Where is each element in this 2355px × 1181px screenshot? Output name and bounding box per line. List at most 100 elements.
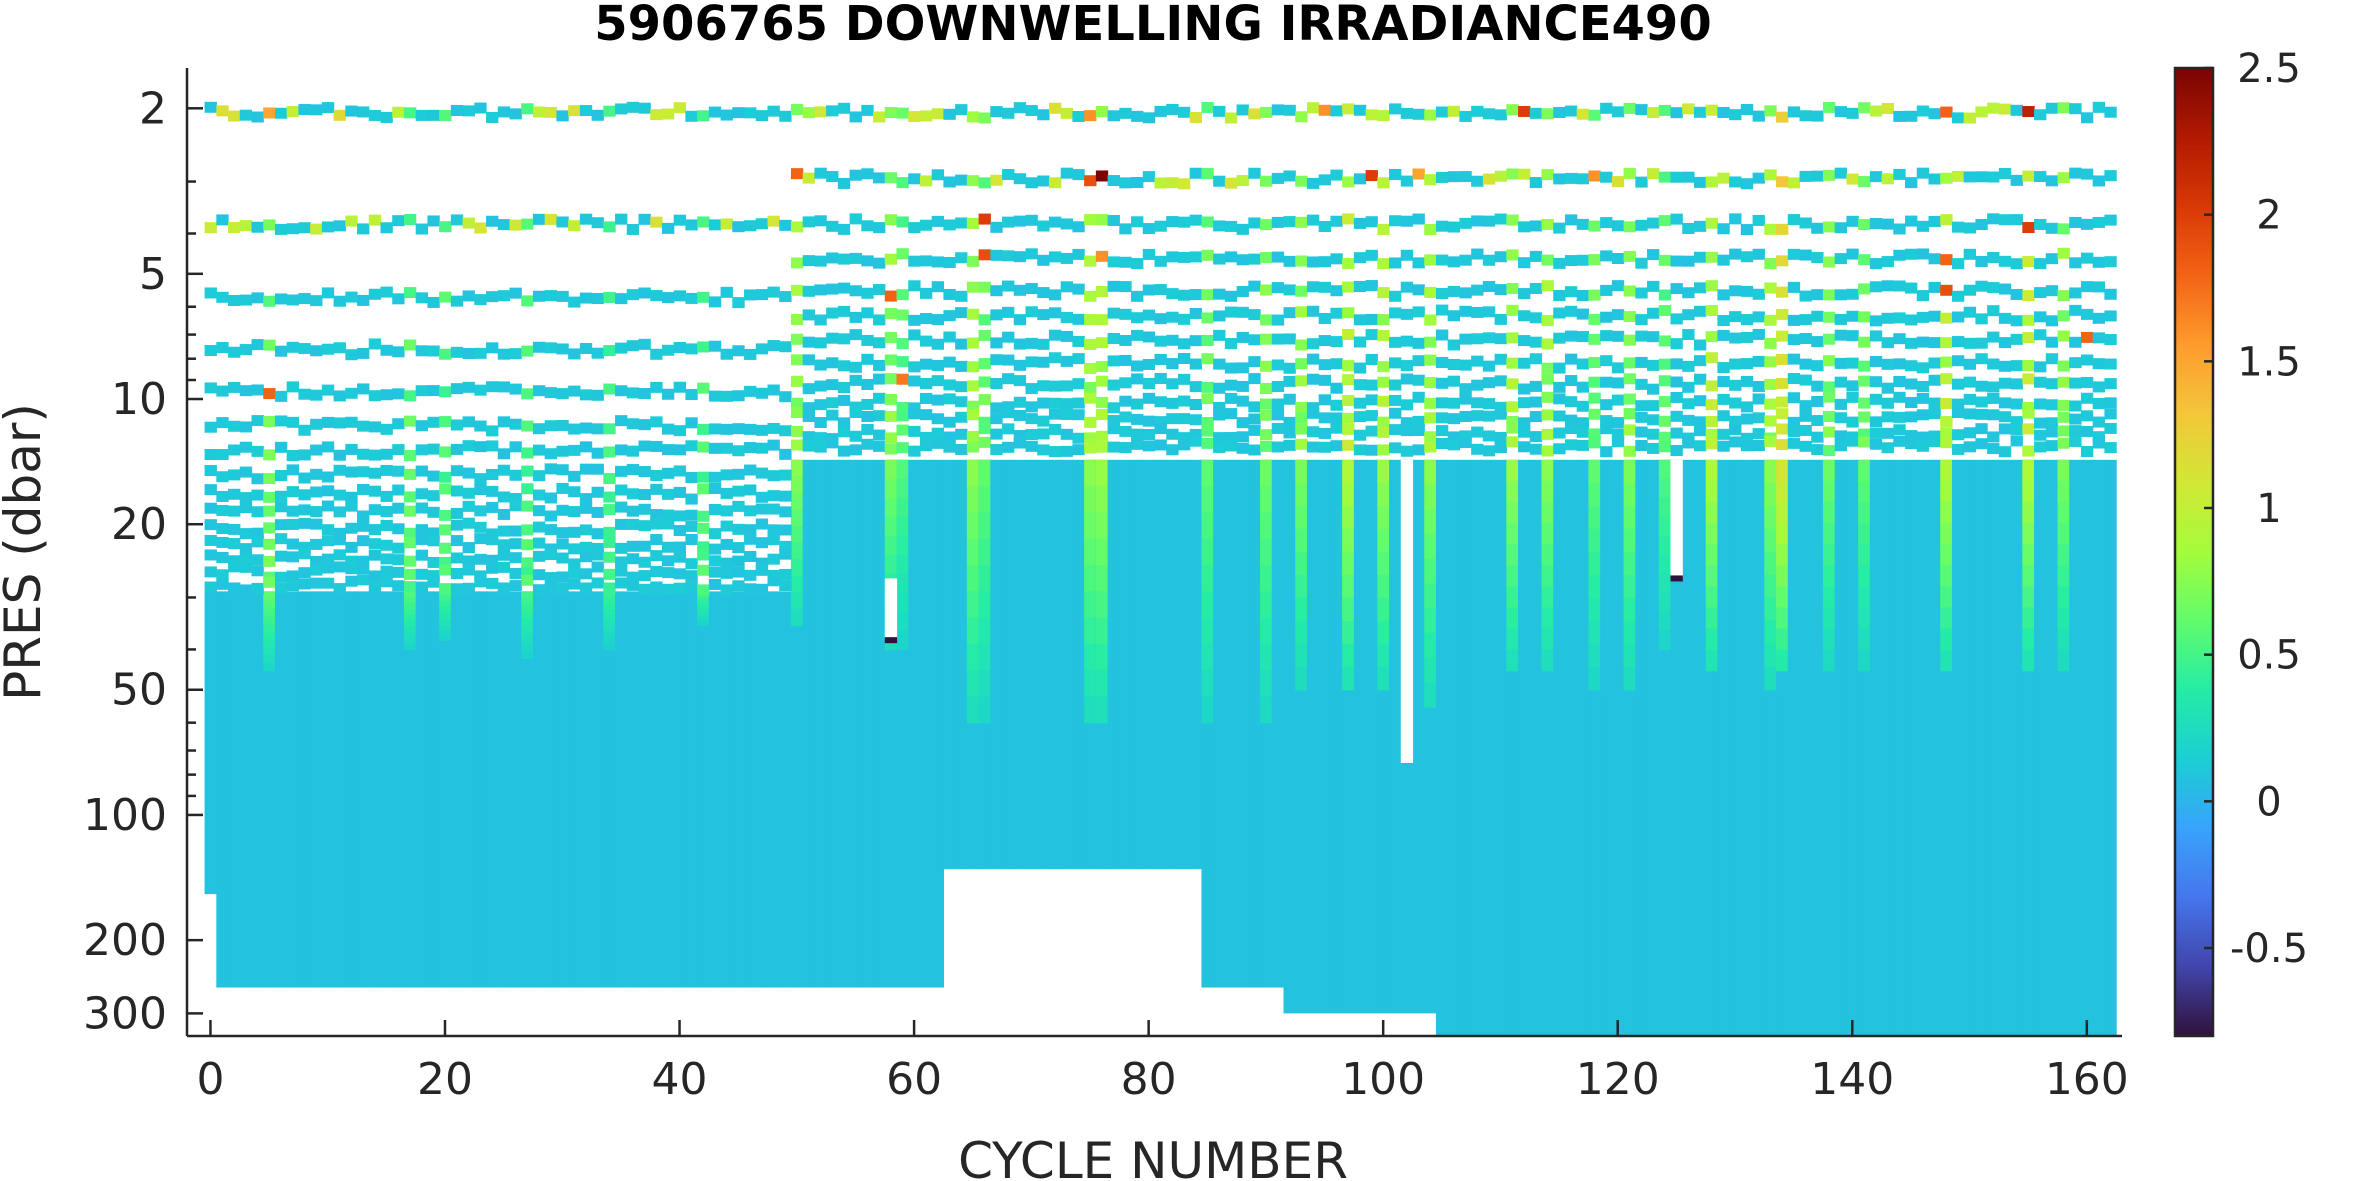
- surface-point: [1787, 392, 1801, 404]
- surface-point: [896, 107, 909, 119]
- surface-point: [1353, 362, 1367, 374]
- surface-point: [1482, 254, 1496, 266]
- surface-point: [1600, 311, 1613, 323]
- surface-point: [2010, 174, 2023, 186]
- surface-point: [579, 524, 593, 536]
- profile-cell: [1201, 512, 1214, 540]
- surface-point: [1869, 105, 1883, 117]
- surface-point: [1095, 337, 1109, 349]
- surface-point: [1459, 430, 1472, 442]
- surface-point: [1248, 334, 1261, 346]
- surface-point: [228, 488, 241, 500]
- profile-column: [1072, 459, 1085, 870]
- surface-point: [298, 388, 311, 400]
- surface-point: [568, 423, 581, 435]
- profile-cell: [1260, 486, 1273, 513]
- profile-cell: [790, 526, 804, 544]
- surface-point: [415, 524, 429, 536]
- surface-point: [650, 534, 663, 546]
- surface-point: [1037, 287, 1050, 299]
- surface-point: [955, 252, 968, 264]
- surface-point: [1564, 375, 1578, 387]
- surface-point: [310, 506, 323, 518]
- surface-point: [1060, 311, 1074, 323]
- surface-point: [497, 464, 511, 476]
- profile-column: [1729, 459, 1742, 1036]
- surface-point: [1201, 416, 1214, 428]
- surface-point: [1306, 441, 1320, 453]
- profile-cell: [1858, 628, 1871, 651]
- surface-point: [1295, 306, 1308, 318]
- surface-point: [1400, 215, 1414, 227]
- profile-cell: [1260, 617, 1273, 645]
- surface-point: [1400, 335, 1414, 347]
- surface-point: [603, 291, 616, 303]
- surface-point: [1002, 401, 1015, 413]
- surface-point: [521, 574, 534, 586]
- profile-column: [779, 591, 792, 988]
- surface-point: [919, 110, 933, 122]
- surface-point: [966, 175, 980, 187]
- profile-cell: [1377, 666, 1390, 691]
- profile-cell: [2022, 565, 2035, 587]
- profile-column: [1224, 459, 1238, 988]
- profile-column: [509, 591, 522, 988]
- surface-point: [1858, 436, 1871, 448]
- surface-point: [2022, 360, 2035, 372]
- surface-point: [1471, 175, 1484, 187]
- surface-point: [861, 104, 874, 116]
- surface-point: [1940, 106, 1953, 118]
- surface-point: [532, 470, 546, 482]
- surface-point: [544, 543, 558, 555]
- surface-point: [2022, 423, 2035, 435]
- surface-point: [1518, 441, 1531, 453]
- surface-point: [1002, 107, 1015, 119]
- surface-point: [767, 534, 780, 546]
- surface-point: [439, 509, 452, 521]
- surface-point: [1951, 221, 1965, 233]
- surface-point: [1459, 333, 1472, 345]
- surface-point: [1177, 251, 1191, 263]
- surface-point: [1541, 280, 1554, 292]
- surface-point: [1084, 362, 1097, 374]
- surface-point: [1318, 312, 1332, 324]
- axes: [185, 68, 2122, 1038]
- surface-point: [732, 542, 745, 554]
- surface-point: [1693, 282, 1707, 294]
- surface-point: [732, 445, 745, 457]
- surface-point: [1764, 258, 1777, 270]
- profile-cell: [1342, 666, 1355, 691]
- surface-point: [427, 576, 440, 588]
- surface-point: [708, 504, 722, 515]
- surface-point: [1459, 383, 1472, 395]
- profile-column: [568, 591, 581, 988]
- surface-point: [1553, 443, 1566, 455]
- surface-point: [1740, 178, 1754, 190]
- profile-cell: [1201, 486, 1214, 513]
- surface-point: [521, 218, 534, 230]
- profile-cell: [1342, 459, 1355, 484]
- surface-point: [216, 490, 229, 502]
- surface-point: [1869, 258, 1883, 270]
- surface-point: [919, 409, 933, 421]
- surface-point: [767, 384, 780, 396]
- surface-point: [1518, 310, 1531, 322]
- surface-point: [286, 381, 300, 393]
- surface-point: [1013, 375, 1027, 387]
- surface-point: [744, 569, 757, 581]
- surface-point: [1658, 305, 1672, 317]
- surface-point: [1717, 410, 1730, 422]
- surface-point: [1987, 171, 2000, 183]
- surface-point: [673, 290, 687, 302]
- surface-point: [532, 423, 546, 435]
- surface-point: [615, 501, 628, 513]
- surface-point: [1166, 358, 1179, 370]
- surface-point: [1600, 217, 1613, 229]
- surface-point: [1916, 431, 1930, 443]
- surface-point: [2034, 329, 2047, 341]
- surface-point: [532, 550, 546, 562]
- surface-point: [532, 489, 546, 501]
- surface-point: [943, 416, 956, 428]
- surface-point: [1072, 397, 1085, 409]
- surface-point: [380, 553, 393, 565]
